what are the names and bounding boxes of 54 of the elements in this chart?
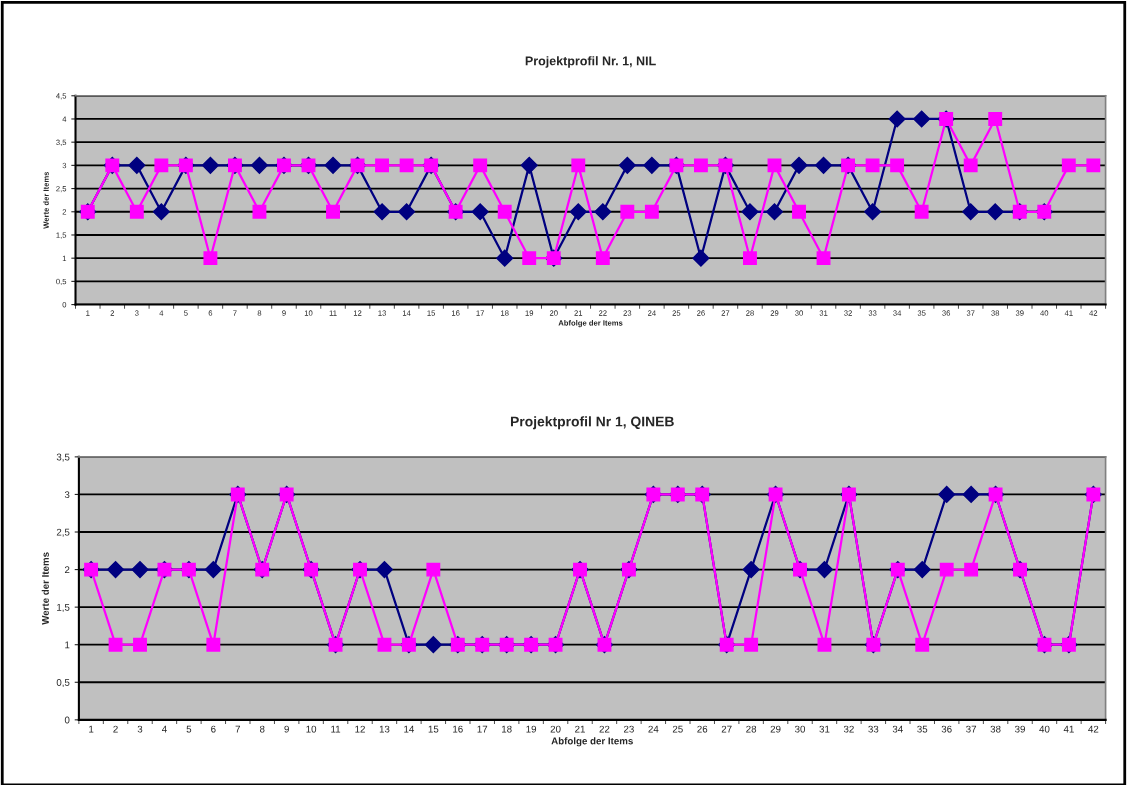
chart-title: Projektprofil Nr. 1, NIL — [525, 56, 656, 68]
x-tick-label: 23 — [623, 725, 634, 733]
x-tick-label: 36 — [941, 725, 952, 733]
x-tick-label: 20 — [550, 725, 561, 733]
x-tick-label: 38 — [990, 725, 1001, 733]
y-tick-label: 1 — [65, 641, 70, 649]
x-tick-label: 26 — [697, 725, 708, 733]
x-tick-label: 25 — [672, 725, 683, 733]
x-tick-label: 15 — [428, 725, 439, 733]
x-tick-label: 19 — [526, 725, 537, 733]
x-tick-label: 35 — [917, 725, 928, 733]
y-tick-label: 3 — [64, 491, 70, 499]
x-tick-label: 39 — [1014, 725, 1025, 733]
y-tick-label: 0 — [64, 716, 70, 724]
x-tick-label: 6 — [211, 725, 216, 733]
x-tick-label: 41 — [1063, 725, 1074, 733]
x-tick-label: 13 — [379, 725, 390, 733]
x-tick-label: 28 — [746, 725, 757, 733]
x-tick-label: 24 — [648, 725, 659, 733]
x-tick-label: 27 — [721, 725, 732, 733]
x-tick-label: 8 — [259, 725, 265, 733]
x-tick-label: 34 — [892, 725, 903, 733]
x-tick-label: 22 — [599, 725, 610, 733]
x-tick-label: 18 — [502, 725, 512, 733]
x-tick-label: 2 — [113, 725, 118, 733]
x-tick-label: 5 — [186, 725, 192, 733]
y-axis-title: Werte der Items — [41, 552, 49, 625]
x-tick-label: 21 — [575, 725, 585, 733]
x-tick-label: 7 — [235, 725, 240, 733]
x-tick-label: 9 — [284, 725, 289, 733]
y-tick-label: 1,5 — [57, 603, 70, 612]
x-tick-label: 32 — [843, 725, 854, 733]
x-tick-label: 10 — [306, 725, 317, 733]
x-tick-label: 31 — [819, 725, 830, 733]
x-tick-label: 29 — [770, 725, 781, 733]
y-tick-label: 2,5 — [56, 528, 70, 537]
x-tick-label: 12 — [355, 725, 365, 733]
x-tick-label: 17 — [477, 725, 488, 733]
chart-title: Projektprofil Nr 1, QINEB — [510, 416, 674, 430]
x-tick-label: 14 — [404, 725, 415, 733]
x-tick-label: 4 — [161, 725, 167, 733]
x-tick-label: 30 — [794, 725, 806, 733]
x-tick-label: 1 — [89, 725, 94, 733]
y-tick-label: 3,5 — [56, 453, 70, 462]
x-tick-label: 37 — [966, 725, 977, 733]
x-tick-label: 16 — [453, 725, 463, 733]
x-axis-title: Abfolge der Items — [551, 737, 633, 747]
x-tick-label: 33 — [868, 725, 879, 733]
x-tick-label: 42 — [1088, 725, 1099, 733]
y-tick-label: 2 — [64, 566, 70, 574]
x-tick-label: 40 — [1039, 725, 1050, 733]
x-tick-label: 11 — [331, 725, 341, 733]
x-tick-label: 3 — [137, 725, 143, 733]
y-tick-label: 0,5 — [56, 679, 70, 688]
